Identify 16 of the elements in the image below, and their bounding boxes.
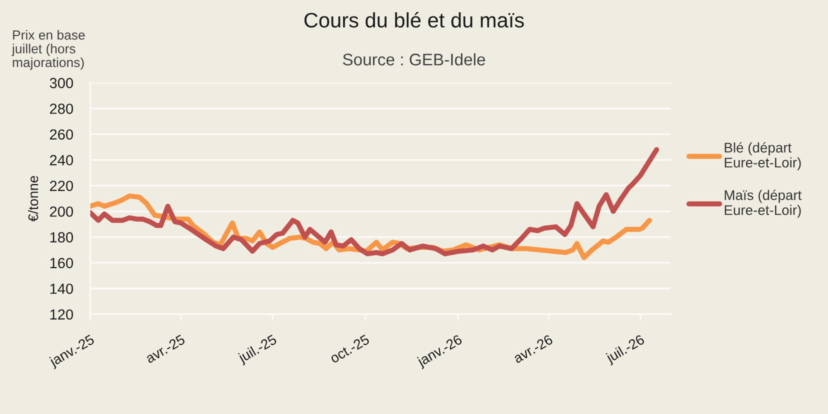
legend-label: Blé (départ Eure-et-Loir) [724, 142, 801, 170]
y-tick-label: 180 [50, 232, 74, 243]
y-tick-label: 120 [50, 309, 74, 320]
y-tick-label: 300 [50, 78, 74, 88]
chart-title: Cours du blé et du maïs [304, 12, 524, 28]
y-tick-label: 240 [50, 155, 74, 166]
text: Prix en base juillet (hors majorations) [12, 30, 85, 70]
chart-subtitle: Source : GEB-Idele [342, 53, 486, 66]
y-axis-title: €/tonne [28, 176, 38, 222]
y-tick-label: 260 [50, 129, 74, 140]
y-tick-label: 140 [50, 284, 74, 294]
y-tick-label: 160 [50, 258, 74, 268]
y-tick-label: 280 [50, 104, 74, 114]
y-tick-label: 220 [50, 180, 74, 192]
legend-label: Maïs (départ Eure-et-Loir) [724, 190, 802, 218]
y-tick-label: 200 [50, 206, 74, 217]
